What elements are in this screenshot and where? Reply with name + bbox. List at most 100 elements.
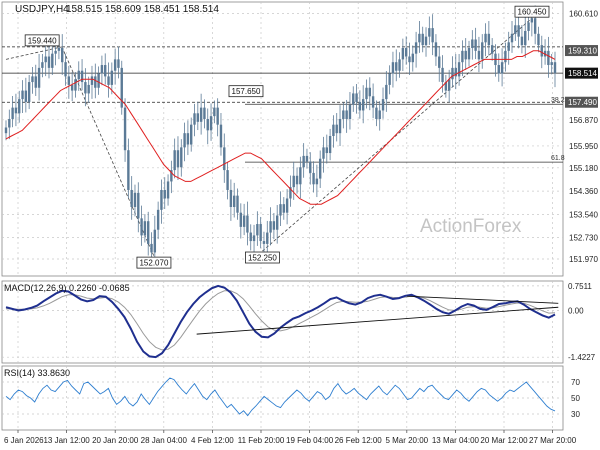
candle-body — [305, 155, 309, 162]
candle-body — [338, 118, 342, 134]
candle-body — [438, 56, 441, 68]
candle-body — [385, 84, 388, 100]
x-axis-label: 26 Feb 12:00 — [335, 436, 383, 445]
candle-body — [18, 99, 21, 114]
candle-body — [147, 221, 150, 244]
candle-body — [203, 107, 206, 119]
candle-body — [487, 33, 491, 46]
candle-body — [309, 161, 312, 173]
macd-panel: 0.7511 0.00 -1.4227 — [1, 280, 596, 364]
candle-body — [328, 136, 332, 154]
candle-body — [87, 84, 90, 94]
price-trendline — [262, 17, 533, 252]
candle-body — [193, 113, 196, 125]
candle-body — [464, 50, 467, 60]
candle-body — [368, 87, 371, 97]
candle-body — [335, 124, 338, 134]
candle-body — [67, 76, 71, 85]
candle-body — [507, 42, 510, 51]
candle-body — [51, 53, 54, 68]
candle-body — [34, 76, 37, 88]
candle-body — [533, 18, 537, 34]
candle-body — [223, 147, 226, 171]
candle-body — [41, 62, 44, 68]
macd-frame — [1, 280, 564, 364]
candle-body — [461, 50, 464, 63]
price-tick-label: 155.180 — [569, 164, 598, 173]
candle-body — [123, 107, 127, 151]
candle-body — [190, 124, 193, 145]
candle-body — [378, 110, 381, 119]
fib-level-label: 61.8 — [551, 155, 565, 162]
rsi-line — [5, 377, 556, 417]
candle-body — [156, 209, 160, 230]
candle-body — [441, 67, 444, 83]
candle-body — [451, 67, 454, 80]
candle-body — [127, 150, 130, 190]
candle-body — [239, 212, 243, 227]
candle-body — [27, 82, 31, 102]
candle-body — [312, 172, 315, 185]
candle-body — [84, 82, 87, 94]
candle-body — [209, 116, 213, 131]
price-annotation-box — [245, 251, 280, 264]
candle-body — [94, 76, 97, 88]
candle-body — [510, 33, 514, 43]
candle-body — [173, 150, 176, 171]
candle-body — [120, 67, 123, 108]
candle-body — [57, 47, 61, 51]
x-axis-label: 4 Feb 12:00 — [191, 436, 234, 445]
candle-body — [381, 99, 385, 111]
x-axis-label: 5 Mar 20:00 — [385, 436, 428, 445]
candle-body — [104, 65, 107, 77]
candle-body — [431, 28, 434, 43]
rsi-tick-label: 30 — [571, 410, 580, 419]
candle-body — [279, 204, 282, 216]
price-tick-label: 156.870 — [569, 116, 598, 125]
rsi-tick-label: 50 — [571, 394, 580, 403]
candle-body — [216, 107, 219, 125]
symbol-label: USDJPY,H4 — [15, 4, 69, 15]
candle-body — [229, 189, 233, 208]
candle-body — [318, 158, 322, 179]
x-axis-label: 19 Feb 04:00 — [286, 436, 334, 445]
candle-body — [272, 221, 276, 230]
candle-body — [61, 47, 64, 63]
candle-body — [342, 110, 345, 119]
candle-body — [355, 93, 358, 102]
candle-body — [282, 204, 286, 213]
macd-tick-label: -1.4227 — [568, 353, 596, 362]
candle-body — [322, 147, 325, 159]
candle-body — [4, 127, 8, 134]
candle-body — [358, 101, 362, 111]
x-axis-label: 20 Jan 20:00 — [92, 436, 139, 445]
candle-body — [454, 67, 457, 77]
candle-body — [375, 107, 378, 119]
price-axis-tag — [565, 67, 598, 79]
candle-body — [140, 218, 143, 236]
candle-body — [170, 170, 173, 182]
price-panel: 160.610 156.870 155.950 155.180 154.360 153.5… — [1, 1, 598, 277]
candle-body — [467, 47, 471, 60]
candle-body — [150, 243, 153, 253]
price-annotation-label: 159.440 — [28, 36, 57, 45]
x-axis-label: 13 Jan 12:00 — [43, 436, 90, 445]
price-tick-label: 151.970 — [569, 255, 598, 264]
candle-body — [153, 229, 157, 253]
candle-body — [183, 133, 186, 148]
macd-tick-label: 0.7511 — [568, 282, 592, 291]
price-annotation-box — [136, 256, 172, 269]
candle-body — [447, 79, 451, 91]
candle-body — [70, 84, 74, 91]
candle-body — [11, 107, 14, 119]
price-annotation-label: 152.070 — [139, 259, 168, 268]
candle-body — [246, 215, 249, 233]
candle-body — [315, 178, 319, 185]
candle-body — [219, 124, 223, 148]
candle-body — [74, 79, 77, 91]
candle-body — [180, 147, 183, 168]
candle-body — [481, 42, 484, 60]
candle-body — [226, 170, 229, 190]
x-axis-label: 28 Jan 04:00 — [141, 436, 188, 445]
candle-body — [110, 70, 114, 85]
